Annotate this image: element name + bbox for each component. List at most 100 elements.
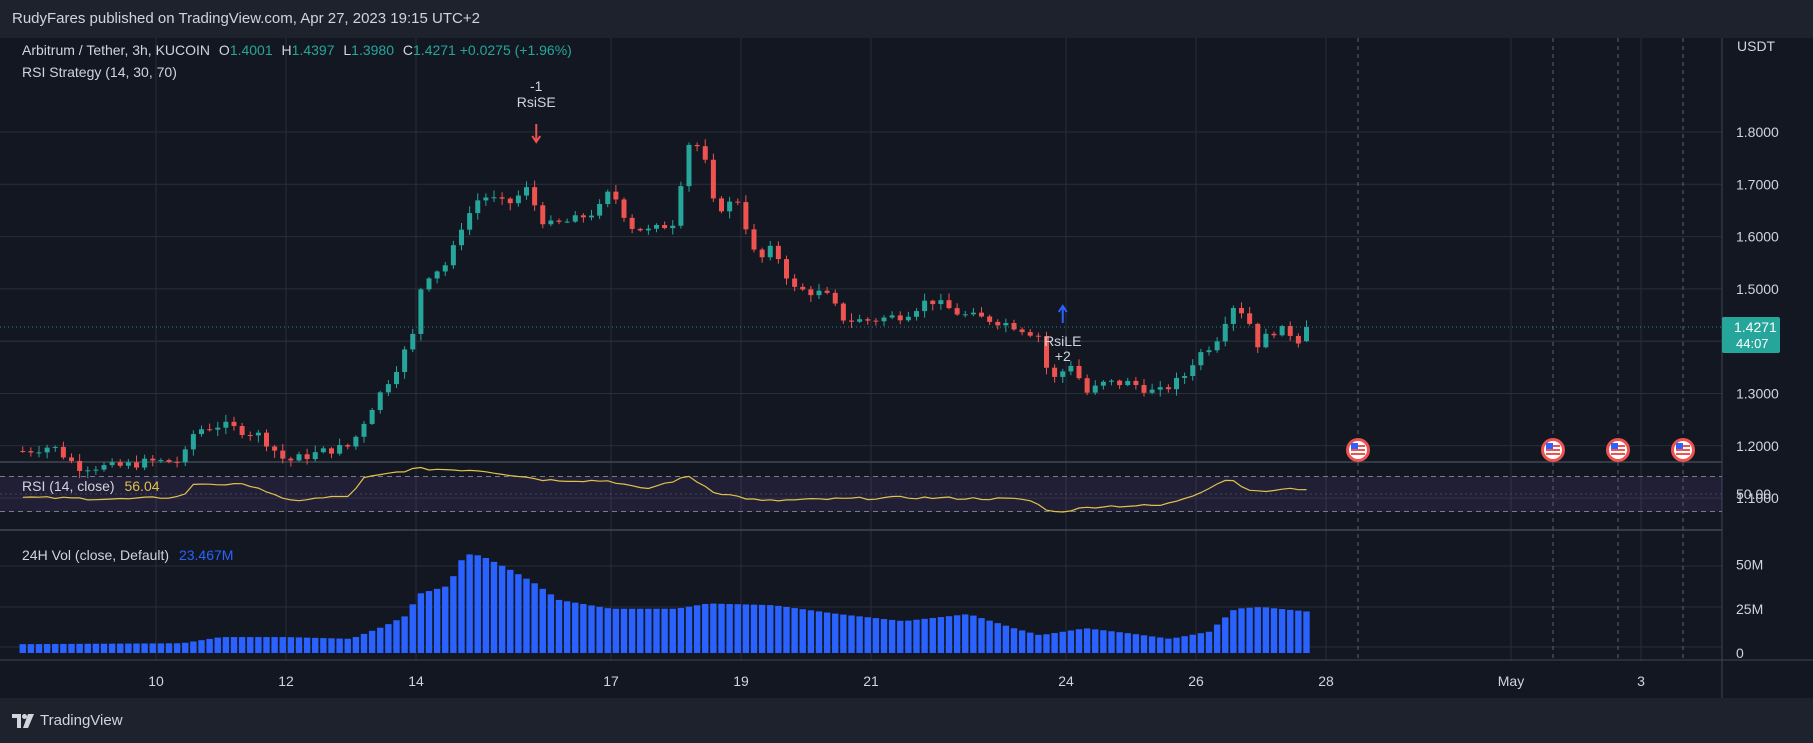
candle-body xyxy=(840,303,846,321)
volume-bar xyxy=(1124,633,1131,653)
candle-body xyxy=(1271,333,1277,336)
candle-body xyxy=(1044,336,1049,368)
volume-bar xyxy=(1295,610,1302,653)
candle-body xyxy=(1222,323,1228,342)
candle-body xyxy=(694,144,700,147)
volume-bar xyxy=(328,638,335,653)
volume-bar xyxy=(271,637,278,653)
strategy-label: RSI Strategy (14, 30, 70) xyxy=(22,64,177,80)
volume-bar xyxy=(563,601,571,653)
volume-bar xyxy=(986,620,993,653)
price-scale-background xyxy=(1722,38,1813,698)
short-signal-label: RsiSE xyxy=(517,94,556,110)
volume-bar xyxy=(962,614,969,653)
long-signal-label: RsiLE xyxy=(1044,333,1081,349)
candle-body xyxy=(142,458,148,468)
open-value: 1.4001 xyxy=(229,42,273,58)
candle-body xyxy=(215,427,221,430)
candle-body xyxy=(1133,380,1139,386)
candle-body xyxy=(727,201,733,212)
volume-bar xyxy=(482,557,490,653)
volume-bar xyxy=(507,569,514,653)
candle-body xyxy=(1174,377,1179,390)
candle-body xyxy=(52,446,58,448)
candle-body xyxy=(849,320,854,322)
volume-bar xyxy=(523,578,530,653)
candle-body xyxy=(1182,376,1188,378)
volume-bar xyxy=(921,618,928,653)
candle-body xyxy=(304,454,310,460)
time-tick-label: 28 xyxy=(1318,673,1334,689)
tradingview-logo[interactable]: TradingView xyxy=(12,712,123,729)
volume-bar xyxy=(1278,609,1286,653)
volume-bar xyxy=(401,616,408,653)
volume-bar xyxy=(43,644,51,653)
price-tick-label: 1.5000 xyxy=(1736,281,1779,297)
volume-bar xyxy=(1100,630,1107,653)
candle-body xyxy=(621,199,627,218)
volume-bar xyxy=(279,637,286,653)
volume-tick-label: 50M xyxy=(1736,557,1763,573)
footer: TradingView xyxy=(0,698,1813,743)
volume-bar xyxy=(1157,637,1164,653)
volume-bar xyxy=(1140,635,1148,653)
candle-body xyxy=(125,462,131,466)
candle-body xyxy=(483,197,489,201)
candle-body xyxy=(491,197,497,199)
time-tick-label: 3 xyxy=(1637,673,1645,689)
candle-body xyxy=(1295,335,1301,344)
volume-bar xyxy=(157,643,165,653)
volume-bar xyxy=(1173,637,1180,653)
chart-frame[interactable]: -1 RsiSE RsiLE +2 USDT 1.8000 1.7000 1.6000 1.50… xyxy=(0,38,1813,698)
symbol-legend: Arbitrum / Tether, 3h, KUCOIN O1.4001 H1… xyxy=(22,42,572,58)
candle-body xyxy=(832,292,838,304)
candle-body xyxy=(69,457,74,461)
candle-body xyxy=(1247,313,1253,324)
volume-bar xyxy=(52,643,59,653)
candle-body xyxy=(987,316,993,322)
volume-bar xyxy=(1165,638,1172,653)
candle-body xyxy=(1092,385,1098,393)
volume-bar xyxy=(1067,630,1075,653)
volume-bar xyxy=(872,618,880,653)
volume-bar xyxy=(978,618,985,653)
volume-bar xyxy=(588,605,595,653)
rsi-label: RSI (14, close) xyxy=(22,478,115,494)
volume-bar xyxy=(750,604,758,653)
volume-bar xyxy=(677,607,685,653)
candle-body xyxy=(1003,323,1009,326)
bar-countdown-label: 44:07 xyxy=(1736,336,1769,351)
candle-body xyxy=(207,429,213,431)
time-tick-label: 24 xyxy=(1058,673,1074,689)
candle-body xyxy=(719,198,724,212)
candle-body xyxy=(1019,329,1025,333)
time-tick-label: 17 xyxy=(603,673,619,689)
rsi-legend[interactable]: RSI (14, close) 56.04 xyxy=(22,478,160,494)
strategy-legend[interactable]: RSI Strategy (14, 30, 70) xyxy=(22,64,177,80)
volume-bar xyxy=(1027,632,1034,653)
volume-bar xyxy=(775,605,782,653)
candle-body xyxy=(77,460,83,471)
volume-bar xyxy=(474,555,481,653)
volume-bar xyxy=(604,608,611,653)
candle-body xyxy=(662,224,668,229)
volume-bar xyxy=(222,637,230,653)
price-tick-label: 1.6000 xyxy=(1736,229,1779,245)
volume-bar xyxy=(1108,631,1115,653)
volume-bar xyxy=(320,638,327,653)
rsi-line xyxy=(22,466,1307,513)
volume-legend[interactable]: 24H Vol (close, Default) 23.467M xyxy=(22,547,233,563)
symbol-name[interactable]: Arbitrum / Tether, 3h, KUCOIN xyxy=(22,42,211,58)
candle-body xyxy=(85,470,91,472)
volume-bar xyxy=(840,614,847,653)
candle-body xyxy=(1100,381,1106,386)
candle-body xyxy=(922,300,928,312)
volume-bar xyxy=(848,615,855,653)
high-label: H xyxy=(281,42,292,58)
candle-body xyxy=(970,312,976,315)
change-value: +0.0275 (+1.96%) xyxy=(459,42,572,58)
volume-bar xyxy=(125,643,132,653)
volume-bar xyxy=(84,643,91,653)
candle-body xyxy=(353,436,359,447)
